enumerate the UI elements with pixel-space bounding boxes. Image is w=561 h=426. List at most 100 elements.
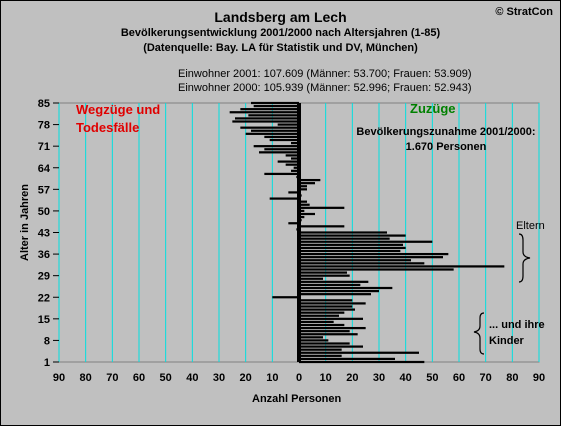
bar bbox=[299, 203, 310, 206]
parents-label: Eltern bbox=[516, 220, 545, 232]
bar bbox=[299, 326, 366, 330]
parents-brace bbox=[518, 233, 531, 283]
bar bbox=[299, 237, 390, 240]
bar bbox=[299, 200, 307, 203]
bar bbox=[299, 345, 363, 348]
x-tick-label: 30 bbox=[213, 372, 225, 384]
bar bbox=[299, 182, 315, 185]
bar bbox=[299, 188, 307, 191]
bar bbox=[299, 268, 454, 271]
bar bbox=[285, 154, 299, 157]
children-label: ... und ihre bbox=[489, 319, 545, 331]
bar bbox=[299, 231, 387, 234]
children-label: Kinder bbox=[489, 335, 525, 347]
bar bbox=[299, 339, 329, 342]
y-tick-label: 64 bbox=[38, 163, 51, 175]
y-tick-label: 78 bbox=[38, 120, 50, 132]
bar bbox=[253, 104, 299, 108]
bar bbox=[229, 111, 299, 114]
bar bbox=[288, 191, 299, 194]
bar bbox=[299, 317, 363, 320]
bar bbox=[299, 283, 361, 287]
bar bbox=[299, 314, 339, 317]
y-tick-label: 1 bbox=[44, 357, 50, 369]
y-tick-label: 22 bbox=[38, 292, 50, 304]
bar bbox=[269, 138, 299, 142]
bar bbox=[272, 296, 299, 299]
bar bbox=[299, 274, 350, 277]
x-tick-label: 20 bbox=[346, 372, 358, 384]
bar bbox=[299, 286, 393, 290]
summary-label: Bevölkerungszunahme 2001/2000: bbox=[356, 126, 535, 138]
y-tick-label: 43 bbox=[38, 228, 50, 240]
x-tick-label: 50 bbox=[160, 372, 172, 384]
bar bbox=[277, 160, 299, 163]
bar bbox=[277, 123, 299, 126]
bar bbox=[299, 302, 366, 305]
zero-axis bbox=[297, 103, 301, 362]
bar bbox=[299, 225, 345, 228]
inhabitants-2000: Einwohner 2000: 105.939 (Männer: 52.996;… bbox=[178, 82, 472, 94]
bar bbox=[293, 166, 299, 169]
bar bbox=[299, 215, 305, 219]
bar bbox=[248, 114, 299, 117]
bar bbox=[299, 336, 323, 339]
bar bbox=[299, 185, 307, 188]
bar bbox=[299, 262, 425, 265]
bar bbox=[299, 311, 345, 314]
bar bbox=[240, 108, 299, 111]
x-tick-label: 70 bbox=[106, 372, 118, 384]
inflow-label: Zuzüge bbox=[410, 101, 456, 116]
bar bbox=[299, 240, 433, 243]
bar bbox=[253, 145, 299, 148]
x-tick-label: 50 bbox=[426, 372, 438, 384]
bar bbox=[299, 178, 321, 182]
y-tick-label: 85 bbox=[38, 98, 50, 110]
bar bbox=[299, 252, 449, 256]
y-tick-label: 15 bbox=[38, 314, 50, 326]
bar bbox=[269, 197, 299, 200]
x-tick-label: 30 bbox=[373, 372, 385, 384]
y-tick-label: 50 bbox=[38, 206, 50, 218]
bar bbox=[291, 141, 299, 145]
x-tick-label: 60 bbox=[453, 372, 465, 384]
bar bbox=[299, 320, 334, 324]
bar bbox=[240, 126, 299, 129]
x-tick-label: 40 bbox=[400, 372, 412, 384]
bar bbox=[299, 206, 345, 209]
x-tick-label: 60 bbox=[133, 372, 145, 384]
bar bbox=[235, 117, 299, 120]
y-tick-label: 8 bbox=[44, 335, 50, 347]
bar bbox=[285, 163, 299, 166]
bar bbox=[288, 222, 299, 225]
summary-label: 1.670 Personen bbox=[406, 141, 487, 153]
bar bbox=[299, 256, 443, 259]
y-tick-label: 36 bbox=[38, 249, 50, 261]
y-tick-label: 29 bbox=[38, 271, 50, 283]
bar bbox=[299, 293, 371, 296]
x-tick-label: 0 bbox=[296, 372, 302, 384]
bar bbox=[264, 135, 299, 139]
bar bbox=[291, 169, 299, 172]
bar bbox=[299, 243, 403, 246]
bar bbox=[299, 308, 355, 311]
outflow-label: Todesfälle bbox=[76, 120, 139, 135]
chart-title: Landsberg am Lech bbox=[214, 9, 347, 25]
bar bbox=[299, 246, 406, 250]
children-brace bbox=[473, 312, 485, 355]
x-tick-label: 90 bbox=[533, 372, 545, 384]
bar bbox=[299, 280, 369, 283]
bar bbox=[264, 172, 299, 176]
x-axis-label: Anzahl Personen bbox=[252, 393, 342, 405]
bar bbox=[299, 277, 323, 280]
inhabitants-2001: Einwohner 2001: 107.609 (Männer: 53.700;… bbox=[178, 68, 472, 80]
x-tick-label: 70 bbox=[480, 372, 492, 384]
bar bbox=[299, 271, 347, 274]
copyright: © StratCon bbox=[495, 6, 553, 18]
bar bbox=[299, 305, 353, 308]
bar bbox=[299, 209, 305, 213]
y-tick-label: 71 bbox=[38, 141, 50, 153]
x-tick-label: 20 bbox=[240, 372, 252, 384]
